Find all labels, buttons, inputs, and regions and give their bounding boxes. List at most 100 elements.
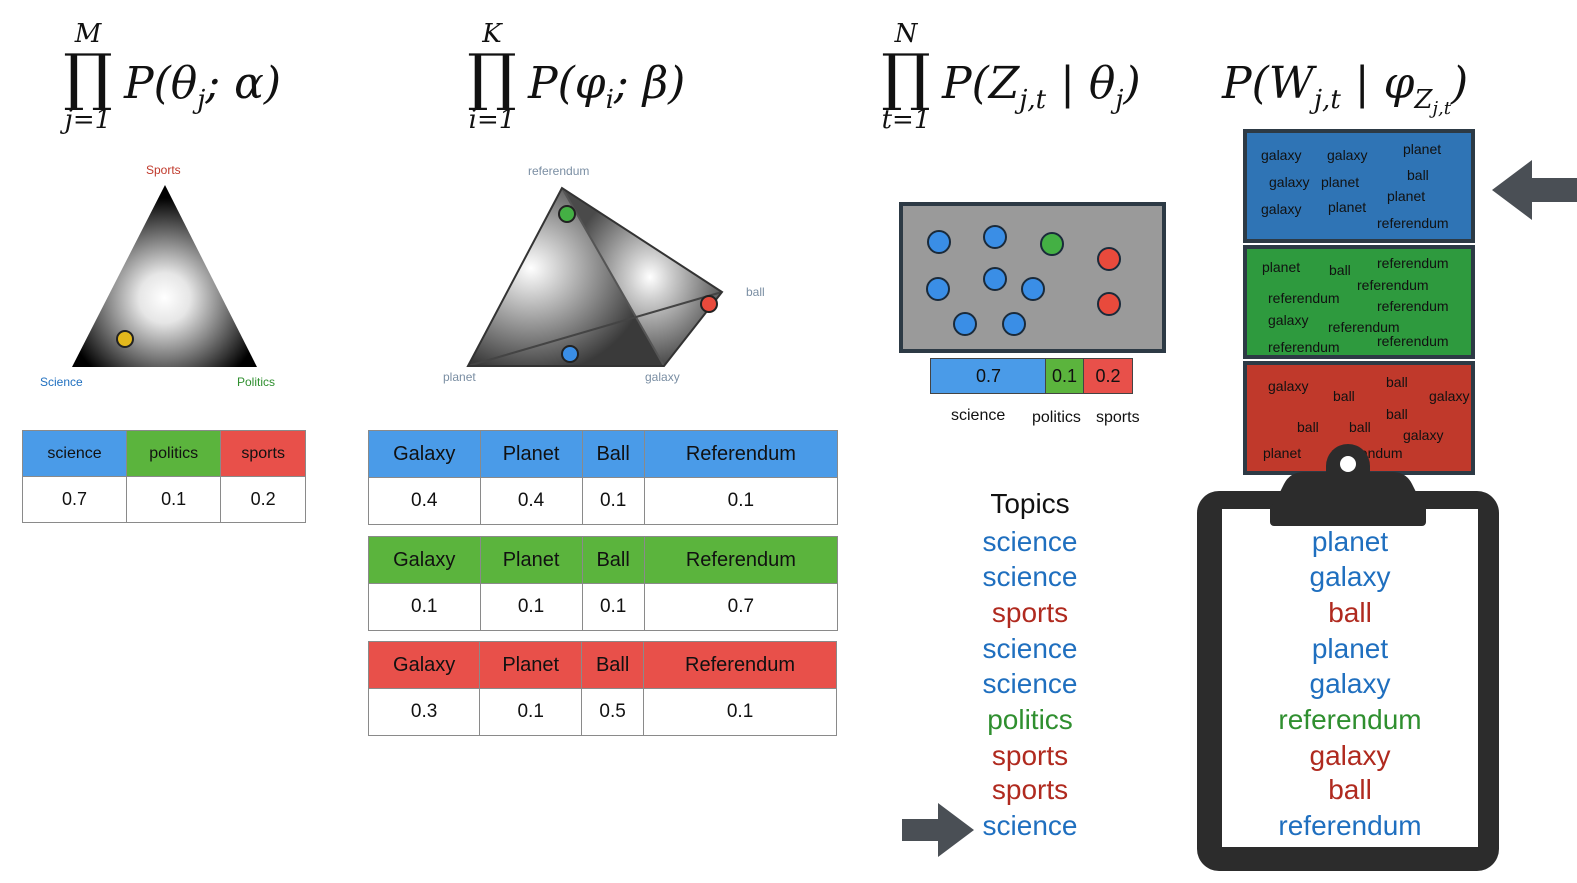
simplex-label-galaxy: galaxy bbox=[645, 370, 680, 384]
cloud-word: referendum bbox=[1377, 215, 1449, 231]
topic-dot-sports bbox=[1097, 247, 1121, 271]
clipboard-word: ball bbox=[1328, 597, 1372, 628]
theta-point bbox=[116, 330, 134, 348]
simplex-label-referendum: referendum bbox=[528, 164, 590, 178]
topic-dot-science bbox=[953, 312, 977, 336]
phi-header: Planet bbox=[479, 536, 583, 584]
bar-label-science: science bbox=[951, 407, 1006, 424]
phi-table-politics: Galaxy Planet Ball Referendum 0.1 0.1 0.… bbox=[368, 536, 839, 631]
theta-header-sports: sports bbox=[220, 430, 306, 477]
phi-point-green bbox=[558, 205, 576, 223]
phi-value: 0.1 bbox=[479, 583, 583, 631]
topic-dot-sports bbox=[1097, 292, 1121, 316]
product-operator: N ∏ t=1 bbox=[876, 20, 936, 134]
bar-label-politics: politics bbox=[1032, 409, 1081, 426]
cloud-word: ball bbox=[1386, 406, 1408, 422]
cloud-word: referendum bbox=[1328, 319, 1400, 335]
clipboard-word: referendum bbox=[1278, 704, 1422, 735]
topics-title: Topics bbox=[990, 488, 1070, 519]
bar-sports: 0.2 bbox=[1083, 358, 1133, 394]
product-symbol: ∏ bbox=[881, 40, 931, 113]
topic-dot-science bbox=[1021, 277, 1045, 301]
clipboard-word: planet bbox=[1311, 526, 1389, 557]
topic-item: science bbox=[982, 526, 1078, 557]
phi-header: Galaxy bbox=[367, 641, 481, 689]
cloud-word: planet bbox=[1263, 445, 1302, 461]
bar-label-sports: sports bbox=[1096, 409, 1140, 426]
simplex-label-sports: Sports bbox=[146, 163, 181, 177]
cloud-word: referendum bbox=[1377, 333, 1449, 349]
cloud-word: ball bbox=[1333, 388, 1355, 404]
cloud-word: ball bbox=[1349, 419, 1371, 435]
topic-item: science bbox=[982, 633, 1078, 664]
phi-value: 0.1 bbox=[643, 688, 837, 736]
cloud-word: referendum bbox=[1357, 277, 1429, 293]
cloud-word: referendum bbox=[1268, 290, 1340, 306]
cloud-word: galaxy bbox=[1268, 378, 1309, 394]
topic-dot-science bbox=[983, 225, 1007, 249]
clipboard-word: planet bbox=[1311, 633, 1389, 664]
cloud-word: galaxy bbox=[1429, 388, 1470, 404]
clipboard-word: galaxy bbox=[1309, 561, 1391, 592]
formula-expression: P(Zj,t | θj) bbox=[942, 58, 1141, 115]
clipboard-word: galaxy bbox=[1309, 740, 1391, 771]
topic-item: politics bbox=[987, 704, 1073, 735]
phi-value: 0.1 bbox=[368, 583, 481, 631]
bar-politics: 0.1 bbox=[1045, 358, 1084, 394]
topic-item: sports bbox=[991, 597, 1069, 628]
phi-value: 0.4 bbox=[368, 477, 481, 525]
cloud-word: planet bbox=[1403, 141, 1442, 157]
cloud-word: galaxy bbox=[1268, 312, 1309, 328]
selected-cloud-arrow-icon bbox=[1492, 160, 1577, 220]
clipboard-paper bbox=[1222, 509, 1478, 847]
phi-header: Ball bbox=[581, 536, 645, 584]
phi-header: Referendum bbox=[643, 641, 837, 689]
theta-header-politics: politics bbox=[126, 430, 222, 477]
phi-point-red bbox=[700, 295, 718, 313]
phi-header: Ball bbox=[581, 430, 645, 478]
cloud-word: planet bbox=[1328, 199, 1367, 215]
topic-dot-science bbox=[983, 267, 1007, 291]
phi-value: 0.1 bbox=[581, 477, 645, 525]
product-upper-limit: K bbox=[482, 19, 502, 49]
simplex-label-science: Science bbox=[40, 375, 83, 389]
simplex-label-ball: ball bbox=[746, 285, 765, 299]
bar-science: 0.7 bbox=[930, 358, 1047, 394]
clipboard-word: galaxy bbox=[1309, 668, 1391, 699]
cloud-word: referendum bbox=[1268, 339, 1340, 355]
cloud-word: ball bbox=[1407, 167, 1429, 183]
product-operator: K ∏ i=1 bbox=[462, 20, 522, 134]
cloud-word: ball bbox=[1329, 262, 1351, 278]
theta-value: 0.7 bbox=[21, 476, 128, 523]
clipboard-word: referendum bbox=[1278, 810, 1422, 841]
phi-value: 0.1 bbox=[643, 477, 839, 525]
topic-dot-science bbox=[927, 230, 951, 254]
cloud-word: galaxy bbox=[1261, 147, 1302, 163]
formula-expression: P(φi; β) bbox=[528, 58, 686, 115]
topic-item: science bbox=[982, 668, 1078, 699]
product-symbol: ∏ bbox=[63, 40, 113, 113]
cloud-word: galaxy bbox=[1261, 201, 1302, 217]
topic-item: sports bbox=[991, 740, 1069, 771]
product-upper-limit: M bbox=[74, 19, 102, 49]
phi-value: 0.4 bbox=[479, 477, 583, 525]
simplex-label-politics: Politics bbox=[237, 375, 276, 389]
theta-value: 0.2 bbox=[220, 476, 306, 523]
phi-header: Referendum bbox=[643, 536, 839, 584]
theta-table: science politics sports 0.7 0.1 0.2 bbox=[21, 430, 306, 523]
cloud-word: galaxy bbox=[1403, 427, 1444, 443]
topic-simplex bbox=[72, 185, 257, 367]
current-topic-arrow-icon bbox=[902, 803, 974, 857]
product-lower-limit: t=1 bbox=[881, 105, 931, 135]
simplex-triangle bbox=[72, 185, 257, 367]
document-topic-box bbox=[899, 202, 1166, 353]
cloud-word: ball bbox=[1297, 419, 1319, 435]
product-lower-limit: i=1 bbox=[468, 105, 516, 135]
cloud-word: referendum bbox=[1377, 255, 1449, 271]
phi-table-science: Galaxy Planet Ball Referendum 0.4 0.4 0.… bbox=[368, 430, 839, 525]
phi-header: Referendum bbox=[643, 430, 839, 478]
topic-dot-politics bbox=[1040, 232, 1064, 256]
word-cloud-politics: planet ball referendum referendum refere… bbox=[1243, 245, 1475, 359]
product-lower-limit: j=1 bbox=[64, 105, 112, 135]
tetra-face-left bbox=[468, 188, 664, 366]
